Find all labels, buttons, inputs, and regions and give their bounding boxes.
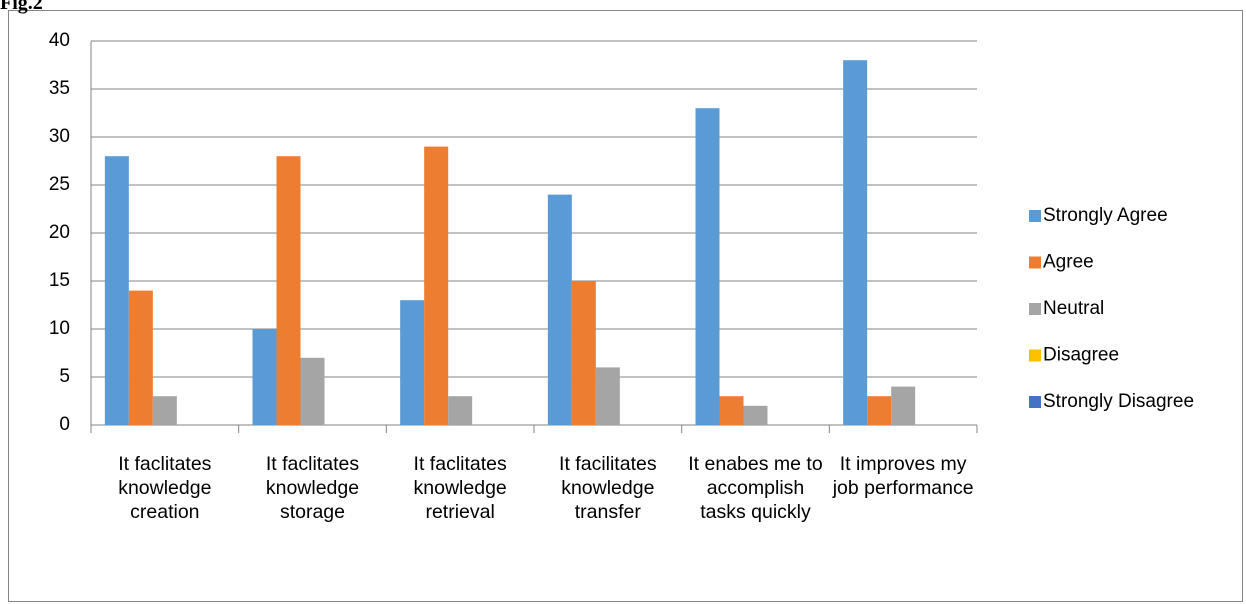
caption: Fig.2 [0,0,43,14]
bar [719,396,744,425]
bar [867,396,892,425]
bar [571,281,596,425]
x-tick-label: It faclitates knowledge retrieval [413,453,507,523]
legend-swatch [1029,256,1041,269]
bar [843,60,868,425]
bar [743,405,768,425]
y-tick-label: 0 [59,414,70,435]
legend-swatch [1029,396,1041,408]
bar [300,357,325,425]
legend-label: Neutral [1043,298,1104,319]
legend-swatch [1029,349,1041,362]
bar [128,290,153,425]
legend-swatch [1029,303,1041,315]
bar [424,146,449,425]
bar [276,156,301,425]
bar [152,396,177,425]
x-tick-label: It improves my job performance [832,453,974,499]
x-tick-label: It faclitates knowledge creation [118,453,212,523]
bar [448,396,473,425]
bar [400,300,425,425]
legend-label: Disagree [1043,345,1119,366]
bar [695,108,720,425]
bar [891,386,916,425]
y-tick-label: 10 [49,318,70,339]
x-tick-label: It enabes me to accomplish tasks quickly [688,453,823,523]
y-tick-label: 25 [49,174,70,195]
bar [547,194,572,425]
legend-label: Strongly Disagree [1043,391,1194,412]
y-tick-label: 20 [49,222,70,243]
chart-frame [8,10,1243,602]
y-tick-label: 30 [49,126,70,147]
y-tick-label: 5 [59,366,70,387]
bar [104,156,129,425]
x-tick-label: It faclitates knowledge storage [265,453,360,523]
legend-label: Strongly Agree [1043,205,1168,226]
x-tick-label: It facilitates knowledge transfer [559,453,657,523]
y-tick-label: 35 [49,78,70,99]
legend-label: Agree [1043,252,1094,273]
bar [595,367,620,425]
y-tick-label: 40 [49,30,70,51]
legend-swatch [1029,210,1041,222]
y-tick-label: 15 [49,270,70,291]
bar [252,329,277,425]
